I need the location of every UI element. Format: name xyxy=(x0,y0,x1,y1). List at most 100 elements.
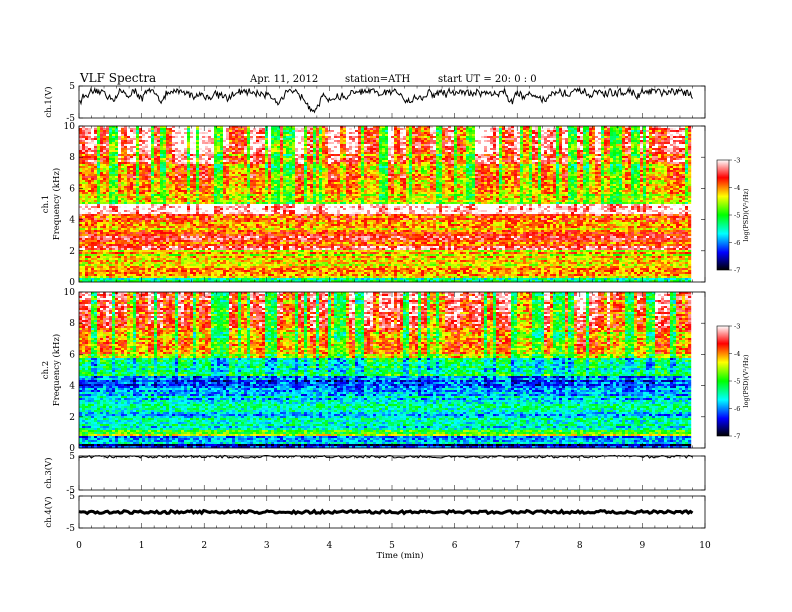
ch1-spectrogram-cell xyxy=(208,164,211,166)
ch1-spectrogram-cell xyxy=(136,128,139,130)
ch1-spectrogram-cell xyxy=(106,266,109,268)
ch1-spectrogram-cell xyxy=(262,170,265,172)
ch1-spectrogram-cell xyxy=(100,212,103,214)
ch1-spectrogram-cell xyxy=(244,200,247,202)
ch1-spectrogram-cell xyxy=(193,198,196,200)
ch1-spectrogram-cell xyxy=(223,252,226,254)
ch1-spectrogram-cell xyxy=(124,168,127,170)
ch1-spectrogram-cell xyxy=(112,138,115,140)
ch1-spectrogram-cell xyxy=(226,172,229,174)
ch1-spectrogram-cell xyxy=(94,150,97,152)
ch1-spectrogram-cell xyxy=(106,244,109,246)
ch1-spectrogram-cell xyxy=(184,156,187,158)
ch1-spectrogram-cell xyxy=(130,184,133,186)
ch1-spectrogram-cell xyxy=(247,204,250,206)
ch1-spectrogram-cell xyxy=(241,210,244,212)
ch1-spectrogram-cell xyxy=(163,242,166,244)
ch1-spectrogram-cell xyxy=(139,218,142,220)
ch1-spectrogram-cell xyxy=(112,258,115,260)
ch1-spectrogram-cell xyxy=(238,208,241,210)
ch1-spectrogram-cell xyxy=(142,264,145,266)
ch1-spectrogram-cell xyxy=(118,254,121,256)
ch1-spectrogram-cell xyxy=(160,206,163,208)
ch1-spectrogram-cell xyxy=(91,208,94,210)
ch1-spectrogram-cell xyxy=(235,246,238,248)
ch1-spectrogram-cell xyxy=(166,202,169,204)
ch1-spectrogram-cell xyxy=(187,216,190,218)
ch1-spectrogram-cell xyxy=(103,140,106,142)
ch1-spectrogram-cell xyxy=(163,162,166,164)
ch1-spectrogram-cell xyxy=(232,154,235,156)
ch1-spectrogram-cell xyxy=(244,148,247,150)
ch1-spectrogram-cell xyxy=(163,156,166,158)
ch1-spectrogram-cell xyxy=(106,206,109,208)
ch1-spectrogram-cell xyxy=(118,206,121,208)
ch1-spectrogram-cell xyxy=(124,248,127,250)
ch1-spectrogram-cell xyxy=(208,250,211,252)
ch1-spectrogram-cell xyxy=(172,146,175,148)
ch1-spectrogram-cell xyxy=(178,142,181,144)
ch1-spectrogram-cell xyxy=(127,206,130,208)
ch1-spectrogram-cell xyxy=(121,240,124,242)
ch1-spectrogram-cell xyxy=(172,132,175,134)
ch1-spectrogram-cell xyxy=(112,192,115,194)
ch1-spectrogram-cell xyxy=(103,168,106,170)
ch1-spectrogram-cell xyxy=(166,190,169,192)
ch1-spectrogram-cell xyxy=(211,140,214,142)
ch1-spectrogram-cell xyxy=(196,180,199,182)
ch1-spectrogram-cell xyxy=(202,220,205,222)
ch1-spectrogram-cell xyxy=(187,240,190,242)
ch1-spectrogram-cell xyxy=(106,246,109,248)
ch1-spectrogram-cell xyxy=(259,148,262,150)
ch1-spectrogram-cell xyxy=(208,156,211,158)
ch1-spectrogram-cell xyxy=(226,274,229,276)
ch1-spectrogram-cell xyxy=(190,234,193,236)
ch1-spectrogram-cell xyxy=(157,154,160,156)
ch1-spectrogram-cell xyxy=(220,254,223,256)
ch1-spectrogram-cell xyxy=(79,184,82,186)
ch1-spectrogram-cell xyxy=(247,214,250,216)
ch1-spectrogram-cell xyxy=(106,150,109,152)
ch1-spectrogram-cell xyxy=(241,274,244,276)
ch1-spectrogram-cell xyxy=(223,168,226,170)
ch1-spectrogram-cell xyxy=(262,200,265,202)
ch1-spectrogram-cell xyxy=(226,150,229,152)
ch1-spectrogram-cell xyxy=(100,228,103,230)
ch1-spectrogram-cell xyxy=(259,236,262,238)
ch1-spectrogram-cell xyxy=(160,144,163,146)
ch1-spectrogram-cell xyxy=(208,150,211,152)
ch1-spectrogram-cell xyxy=(124,192,127,194)
ch1-spectrogram-cell xyxy=(232,188,235,190)
ch1-spectrogram-cell xyxy=(199,164,202,166)
ch1-spectrogram-cell xyxy=(184,272,187,274)
ch1-spectrogram-cell xyxy=(88,244,91,246)
ch1-spectrogram-cell xyxy=(202,132,205,134)
ch1-spectrogram-cell xyxy=(214,224,217,226)
ch1-spectrogram-cell xyxy=(253,272,256,274)
ch1-spectrogram-cell xyxy=(217,238,220,240)
ch1-spectrogram-cell xyxy=(112,242,115,244)
ch1-spectrogram-cell xyxy=(190,170,193,172)
ch1-spectrogram-cell xyxy=(244,238,247,240)
ch1-spectrogram-cell xyxy=(262,138,265,140)
ch1-spectrogram-cell xyxy=(262,134,265,136)
ch1-spectrogram-cell xyxy=(208,238,211,240)
ch1-spectrogram-cell xyxy=(265,204,268,206)
ch1-spectrogram-cell xyxy=(217,270,220,272)
ch1-spectrogram-cell xyxy=(214,134,217,136)
ch1-spectrogram-cell xyxy=(265,138,268,140)
ch1-spectrogram-cell xyxy=(169,132,172,134)
ch1-spectrogram-cell xyxy=(199,258,202,260)
ch1-spectrogram-cell xyxy=(139,190,142,192)
ch1-spectrogram-cell xyxy=(238,148,241,150)
ch1-spectrogram-cell xyxy=(199,144,202,146)
ch1-spectrogram-cell xyxy=(112,144,115,146)
ch1-spectrogram-cell xyxy=(229,188,232,190)
ch1-spectrogram-cell xyxy=(142,266,145,268)
ch1-spectrogram-cell xyxy=(160,184,163,186)
ch1-spectrogram-cell xyxy=(208,136,211,138)
ch1-spectrogram-cell xyxy=(85,276,88,278)
ch1-spectrogram-cell xyxy=(196,184,199,186)
ch1-spectrogram-cell xyxy=(208,168,211,170)
ch1-spectrogram-cell xyxy=(199,264,202,266)
